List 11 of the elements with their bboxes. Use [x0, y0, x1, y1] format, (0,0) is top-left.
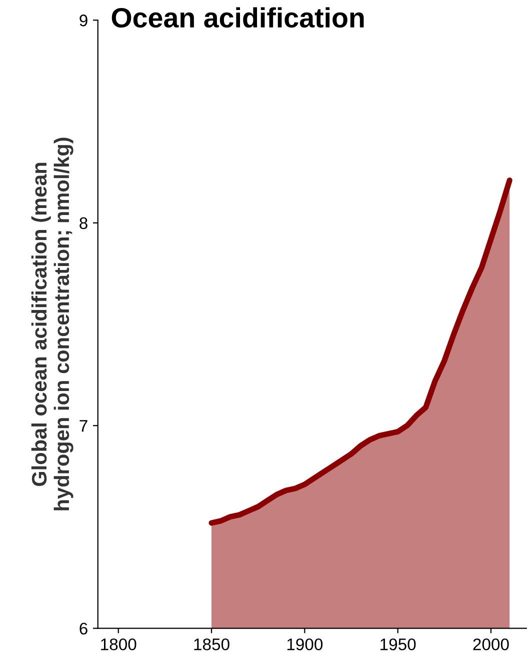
x-tick-label: 1850	[194, 638, 230, 650]
x-tick-label: 1800	[101, 638, 136, 650]
y-tick-label: 7	[80, 420, 88, 432]
x-tick-label: 1900	[287, 638, 323, 650]
y-tick-label: 9	[80, 14, 88, 26]
y-axis-title: Global ocean acidification (mean hydrogen ion concentration; nmol/kg)	[31, 138, 74, 510]
x-tick-label: 1950	[380, 638, 416, 650]
x-tick-label: 2000	[473, 638, 509, 650]
y-tick-label: 6	[80, 622, 88, 635]
y-tick-label: 8	[80, 217, 88, 230]
chart-title: Ocean acidification	[112, 7, 364, 28]
